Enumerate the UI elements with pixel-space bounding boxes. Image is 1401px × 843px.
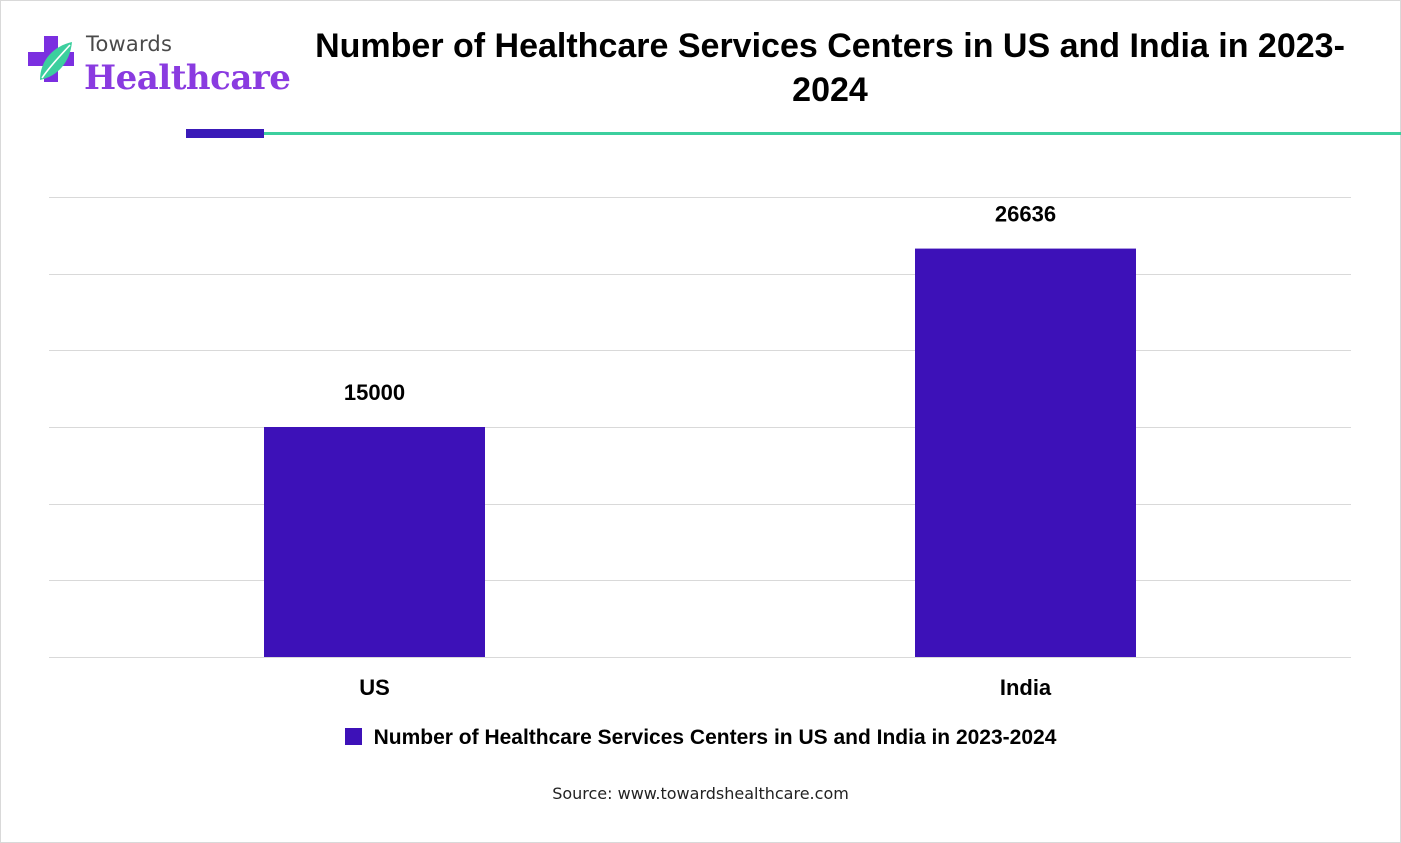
x-tick-india: India xyxy=(1000,675,1052,700)
x-axis-ticks: US India xyxy=(359,675,1052,700)
x-tick-us: US xyxy=(359,675,390,700)
title-underline xyxy=(264,132,1401,135)
data-label-us: 15000 xyxy=(344,380,405,405)
logo: Towards Healthcare xyxy=(26,30,291,100)
legend-label: Number of Healthcare Services Centers in… xyxy=(373,726,1057,749)
legend-swatch xyxy=(344,728,362,745)
bar-india xyxy=(915,248,1136,657)
chart-title: Number of Healthcare Services Centers in… xyxy=(315,27,1345,109)
data-labels: 15000 26636 xyxy=(344,202,1056,405)
logo-text-healthcare: Healthcare xyxy=(84,58,291,98)
gridlines xyxy=(49,197,1351,658)
source-note: Source: www.towardshealthcare.com xyxy=(552,784,849,803)
logo-text-towards: Towards xyxy=(86,32,173,56)
bar-us xyxy=(264,427,485,657)
title-accent-bar xyxy=(186,129,264,138)
bars xyxy=(264,248,1136,657)
legend: Number of Healthcare Services Centers in… xyxy=(0,726,1401,750)
data-label-india: 26636 xyxy=(995,202,1056,227)
medical-cross-leaf-icon xyxy=(28,36,74,82)
